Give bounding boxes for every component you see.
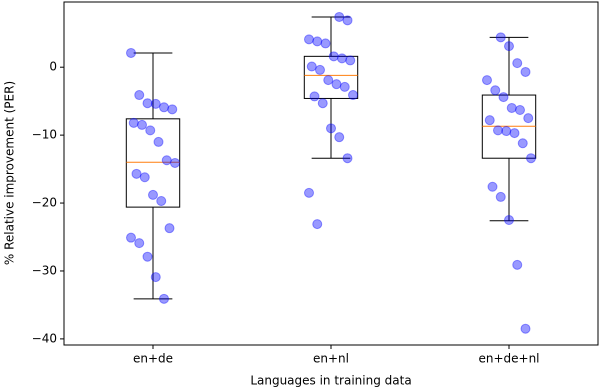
x-tick-label: en+de: [133, 352, 173, 366]
point: [161, 155, 172, 166]
point: [153, 136, 164, 147]
box: [303, 55, 359, 99]
point: [504, 41, 514, 52]
point: [142, 98, 153, 109]
point: [331, 79, 342, 90]
point: [150, 272, 161, 283]
y-tick-label: −30: [32, 263, 57, 277]
point: [523, 113, 534, 124]
point: [512, 259, 523, 270]
point: [134, 90, 145, 101]
point: [526, 153, 536, 164]
point: [139, 172, 150, 183]
point: [345, 55, 356, 66]
point: [128, 117, 139, 128]
point: [504, 215, 514, 226]
y-tick-label: 0: [49, 60, 57, 74]
point: [323, 75, 334, 86]
point: [315, 64, 325, 75]
y-tick-label: −10: [32, 128, 57, 142]
point: [334, 132, 345, 143]
y-tick-label: −40: [32, 331, 57, 345]
point: [312, 36, 323, 47]
point: [339, 81, 350, 92]
point: [142, 251, 153, 262]
y-tick-label: −20: [32, 196, 57, 210]
point: [517, 138, 528, 149]
point: [309, 91, 320, 102]
point: [493, 125, 503, 136]
point: [334, 11, 345, 22]
x-tick-label: en+nl: [313, 352, 349, 366]
point: [490, 85, 501, 96]
point: [506, 102, 517, 113]
point: [312, 219, 323, 230]
point: [487, 181, 498, 192]
point: [306, 61, 317, 72]
point: [167, 104, 178, 115]
point: [126, 232, 136, 243]
point: [156, 196, 167, 207]
point: [148, 189, 158, 200]
point: [304, 187, 314, 198]
plot-frame: [63, 1, 599, 346]
point: [495, 32, 506, 43]
point: [328, 51, 339, 62]
point: [348, 90, 358, 101]
point: [482, 75, 492, 86]
y-axis-label: % Relative improvement (PER): [3, 81, 17, 265]
x-axis-label: Languages in training data: [250, 374, 411, 388]
point: [520, 323, 531, 334]
point: [326, 123, 336, 134]
point: [164, 223, 175, 234]
x-tick-label: en+de+nl: [478, 352, 539, 366]
point: [304, 34, 314, 45]
point: [520, 66, 531, 77]
point: [170, 157, 180, 168]
point: [320, 38, 331, 49]
point: [131, 168, 142, 179]
point: [159, 293, 169, 304]
point: [495, 191, 506, 202]
point: [498, 92, 509, 103]
point: [512, 58, 523, 69]
point: [126, 47, 136, 58]
point: [484, 115, 495, 126]
point: [150, 98, 161, 109]
point: [515, 104, 525, 115]
point: [317, 98, 328, 109]
point: [342, 15, 353, 26]
point: [159, 102, 169, 113]
point: [145, 125, 156, 136]
point: [137, 119, 147, 130]
point: [342, 153, 353, 164]
point: [337, 53, 347, 64]
point: [501, 126, 512, 137]
point: [134, 238, 145, 249]
box: [125, 118, 181, 208]
point: [509, 128, 520, 139]
